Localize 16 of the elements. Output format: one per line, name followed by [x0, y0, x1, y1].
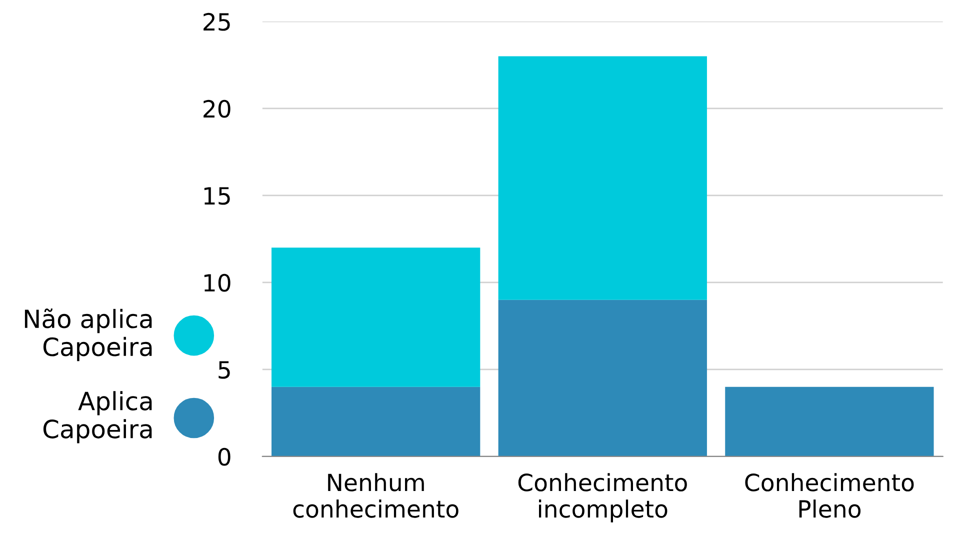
y-tick-label: 15	[204, 187, 230, 205]
y-tick-label: 10	[204, 274, 230, 292]
bar	[498, 300, 707, 456]
x-tick-label: Conhecimento incompleto	[518, 473, 687, 522]
x-tick-label: Conhecimento Pleno	[745, 473, 914, 518]
bar	[272, 248, 480, 387]
x-tick-label: Nenhum conhecimento	[293, 473, 458, 518]
y-tick-label: 0	[218, 448, 230, 466]
y-tick-label: 25	[204, 12, 230, 31]
bar	[725, 386, 934, 456]
legend-label: Não aplica Capoeira	[24, 308, 152, 362]
bar	[498, 56, 707, 300]
y-tick-label: 20	[204, 100, 230, 118]
y-tick-label: 5	[218, 361, 230, 379]
bar	[272, 386, 480, 456]
legend-label: Aplica Capoeira	[43, 391, 152, 444]
